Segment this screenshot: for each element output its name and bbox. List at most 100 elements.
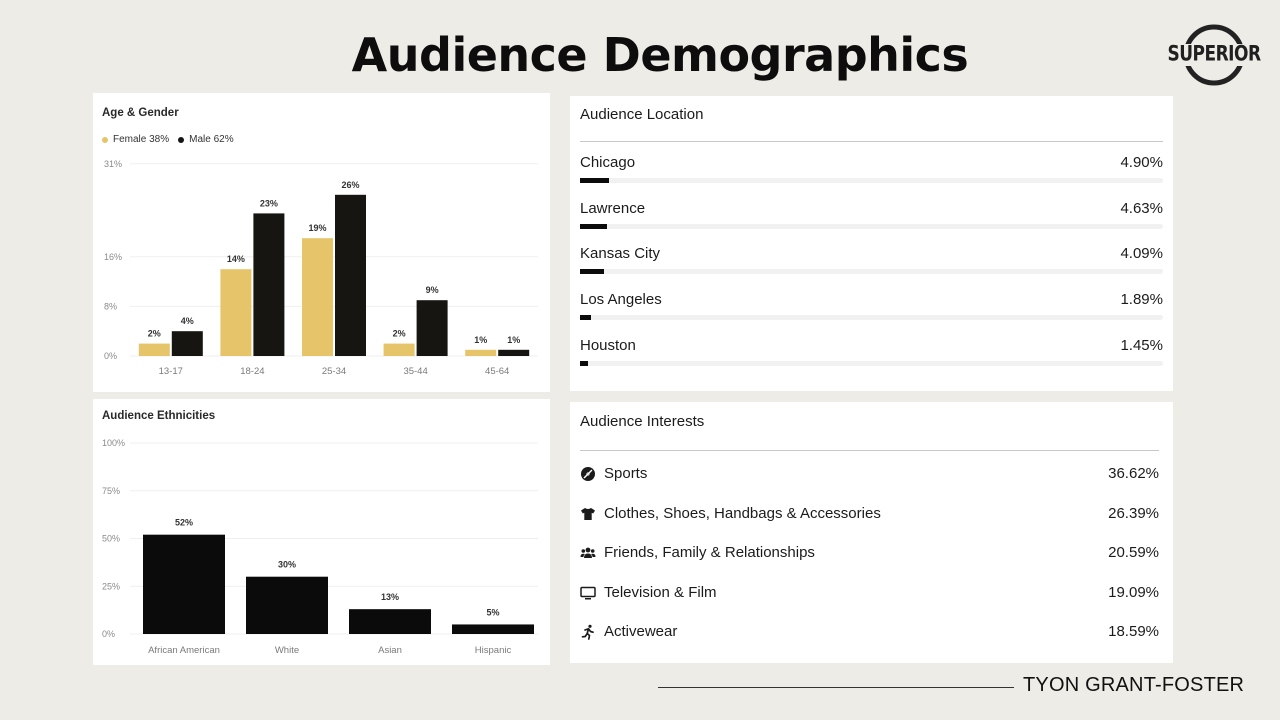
male-dot-icon	[178, 136, 185, 143]
signature: TYON GRANT-FOSTER	[1023, 674, 1245, 696]
ethnicities-chart: 100% 75% 50% 25% 0% 52% African American 30% Whi…	[102, 438, 538, 656]
age-gender-legend: Female 38% Male 62%	[102, 134, 234, 145]
location-name: Kansas City	[580, 245, 661, 263]
female-bar	[383, 343, 415, 356]
male-bar	[335, 194, 366, 356]
signature-line	[658, 687, 1014, 688]
x-tick-label: Asian	[378, 645, 402, 656]
interests-title: Audience Interests	[580, 413, 705, 430]
data-label: 5%	[486, 607, 499, 617]
female-bar	[302, 238, 333, 356]
location-bar-track	[580, 315, 1163, 321]
y-tick-label: 16%	[104, 252, 122, 262]
location-bar-fill	[580, 223, 607, 229]
location-bar-track	[580, 223, 1163, 229]
logo-ring-icon	[1166, 24, 1262, 86]
legend-female-label: Female 38%	[113, 134, 170, 145]
y-tick-label: 50%	[102, 534, 120, 544]
data-label: 2%	[393, 329, 406, 339]
y-tick-label: 100%	[102, 438, 125, 448]
y-tick-label: 8%	[104, 301, 117, 311]
interest-row: Friends, Family & Relationships 20.59%	[580, 543, 1159, 565]
location-bar-fill	[580, 269, 604, 275]
interest-row: Sports 36.62%	[580, 464, 1159, 486]
male-bar	[498, 349, 530, 356]
interest-label: Sports	[604, 465, 648, 482]
location-bar-track	[580, 178, 1163, 183]
age-gender-title: Age & Gender	[102, 107, 179, 119]
age-gender-panel: Age & Gender Female 38% Male 62% 31% 16% 8…	[93, 93, 550, 392]
ethnicity-bar	[452, 624, 534, 634]
x-tick-label: 13-17	[159, 366, 183, 377]
female-bar	[138, 343, 170, 356]
location-row: Lawrence 4.63%	[580, 200, 1163, 240]
location-name: Lawrence	[580, 199, 646, 217]
data-label: 13%	[381, 592, 399, 602]
data-label: 14%	[227, 254, 245, 264]
location-percent: 4.63%	[1120, 199, 1163, 217]
data-label: 19%	[308, 223, 326, 233]
location-name: Houston	[580, 336, 636, 354]
age-gender-chart: 31% 16% 8% 0% 2% 4% 13-17 14% 23% 18-24 19% 26% 25-3…	[104, 159, 538, 377]
data-label: 9%	[426, 285, 439, 295]
people-group-icon	[580, 545, 596, 561]
x-tick-label: 35-44	[403, 366, 427, 377]
female-bar	[465, 349, 497, 356]
data-label: 52%	[175, 518, 193, 528]
page-title: Audience Demographics	[351, 28, 969, 82]
location-percent: 4.90%	[1120, 154, 1163, 171]
location-panel: Audience Location Chicago 4.90% Lawrence 4.…	[570, 96, 1173, 391]
superior-logo: SUPERIOR	[1166, 22, 1262, 88]
interest-percent: 26.39%	[1108, 504, 1159, 522]
y-tick-label: 31%	[104, 159, 122, 169]
female-bar	[220, 269, 252, 356]
data-label: 1%	[507, 335, 520, 345]
x-tick-label: 18-24	[240, 366, 264, 377]
interest-percent: 36.62%	[1108, 465, 1159, 482]
ethnicity-bar	[246, 576, 328, 634]
interest-label: Friends, Family & Relationships	[604, 544, 815, 562]
male-bar	[171, 331, 203, 356]
location-name: Los Angeles	[580, 291, 662, 309]
location-name: Chicago	[580, 154, 636, 171]
location-bar-fill	[580, 360, 589, 366]
location-bar-fill	[580, 315, 592, 321]
data-label: 4%	[181, 316, 194, 326]
y-tick-label: 25%	[102, 581, 120, 591]
interest-percent: 19.09%	[1108, 583, 1159, 601]
interest-percent: 18.59%	[1108, 623, 1159, 641]
location-bar-track	[580, 360, 1163, 366]
legend-male: Male 62%	[178, 134, 234, 145]
logo-text: SUPERIOR	[1167, 41, 1261, 67]
legend-female: Female 38%	[102, 134, 169, 145]
interest-row: Activewear 18.59%	[580, 622, 1159, 644]
interest-label: Television & Film	[604, 583, 717, 601]
football-icon	[580, 466, 596, 482]
location-title: Audience Location	[580, 106, 704, 123]
legend-male-label: Male 62%	[189, 134, 234, 145]
data-label: 30%	[278, 560, 296, 570]
data-label: 23%	[260, 198, 278, 208]
location-row: Houston 1.45%	[580, 337, 1163, 377]
y-tick-label: 75%	[102, 486, 120, 496]
female-dot-icon	[102, 136, 108, 143]
tshirt-icon	[580, 506, 596, 522]
interests-divider	[580, 450, 1159, 451]
interest-row: Television & Film 19.09%	[580, 583, 1159, 605]
location-row: Kansas City 4.09%	[580, 245, 1163, 285]
x-tick-label: 45-64	[485, 366, 509, 377]
interest-row: Clothes, Shoes, Handbags & Accessories 26…	[580, 504, 1159, 526]
y-tick-label: 0%	[104, 351, 117, 361]
male-bar	[416, 300, 448, 356]
x-tick-label: 25-34	[322, 366, 346, 377]
interest-label: Activewear	[604, 623, 678, 641]
data-label: 26%	[341, 180, 359, 190]
y-tick-label: 0%	[102, 629, 115, 639]
monitor-icon	[580, 585, 596, 601]
male-bar	[253, 213, 285, 356]
interest-label: Clothes, Shoes, Handbags & Accessories	[604, 504, 881, 522]
location-bar-fill	[580, 178, 609, 183]
interests-panel: Audience Interests Sports 36.62% Clothes, …	[570, 402, 1173, 663]
location-percent: 4.09%	[1120, 245, 1163, 263]
data-label: 2%	[148, 329, 161, 339]
